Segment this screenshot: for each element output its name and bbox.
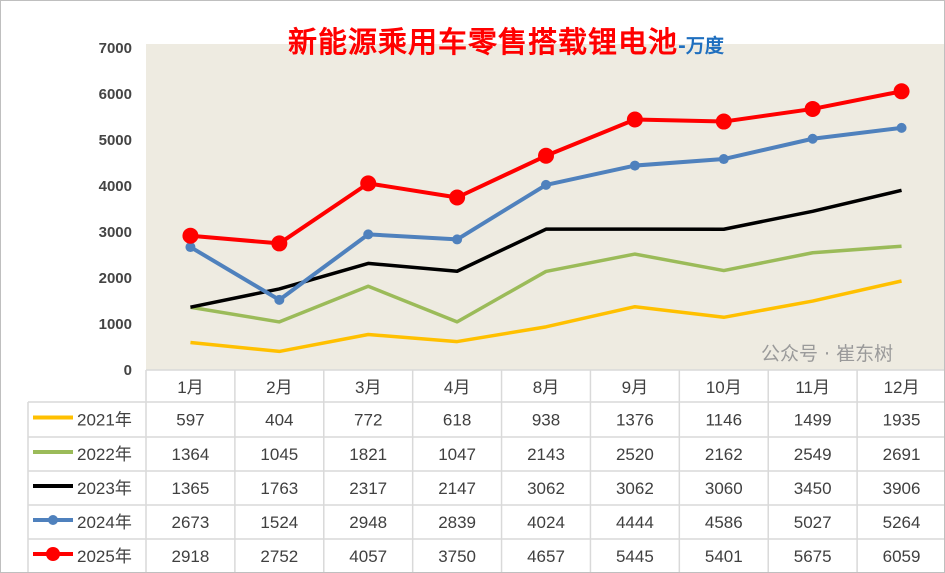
table-cell: 3750 xyxy=(438,547,476,566)
category-label: 10月 xyxy=(706,378,742,397)
data-point xyxy=(629,160,640,171)
unit-text: -万度 xyxy=(678,35,724,57)
data-point xyxy=(626,111,643,128)
data-point xyxy=(360,175,377,192)
table-cell: 2147 xyxy=(438,479,476,498)
table-cell: 2162 xyxy=(705,445,743,464)
plot-area xyxy=(146,44,944,370)
table-cell: 2673 xyxy=(172,513,210,532)
data-point xyxy=(715,113,732,130)
table-cell: 1935 xyxy=(883,411,921,430)
legend-key-marker xyxy=(48,515,58,525)
table-cell: 6059 xyxy=(883,547,921,566)
y-tick-label: 4000 xyxy=(99,178,132,195)
table-cell: 1499 xyxy=(794,411,832,430)
data-point xyxy=(363,229,374,240)
table-cell: 2317 xyxy=(349,479,387,498)
category-label: 2月 xyxy=(266,378,292,397)
legend-key-marker xyxy=(46,547,60,561)
data-point xyxy=(807,133,818,144)
legend-label: 2022年 xyxy=(77,445,132,464)
table-cell: 5675 xyxy=(794,547,832,566)
y-tick-label: 1000 xyxy=(99,316,132,333)
legend-label: 2021年 xyxy=(77,411,132,430)
data-point xyxy=(718,154,729,165)
y-tick-label: 0 xyxy=(124,362,132,379)
data-point xyxy=(271,235,288,252)
table-cell: 4657 xyxy=(527,547,565,566)
category-label: 3月 xyxy=(355,378,381,397)
table-cell: 597 xyxy=(176,411,204,430)
table-cell: 2549 xyxy=(794,445,832,464)
series-line-2021年 xyxy=(190,279,902,354)
table-cell: 5027 xyxy=(794,513,832,532)
table-cell: 2839 xyxy=(438,513,476,532)
y-tick-label: 2000 xyxy=(99,270,132,287)
legend-label: 2023年 xyxy=(77,479,132,498)
table-cell: 2918 xyxy=(172,547,210,566)
table-cell: 5445 xyxy=(616,547,654,566)
chart-title: 新能源乘用车零售搭载锂电池-万度 xyxy=(288,19,724,61)
table-cell: 4586 xyxy=(705,513,743,532)
table-cell: 1365 xyxy=(172,479,210,498)
table-cell: 1376 xyxy=(616,411,654,430)
table-cell: 3062 xyxy=(616,479,654,498)
table-cell: 4024 xyxy=(527,513,565,532)
table-cell: 2691 xyxy=(883,445,921,464)
table-cell: 2948 xyxy=(349,513,387,532)
table-cell: 1524 xyxy=(260,513,298,532)
table-cell: 1763 xyxy=(260,479,298,498)
table-cell: 3906 xyxy=(883,479,921,498)
category-label: 9月 xyxy=(622,378,648,397)
category-label: 8月 xyxy=(533,378,559,397)
table-cell: 1045 xyxy=(260,445,298,464)
table-cell: 3450 xyxy=(794,479,832,498)
category-label: 11月 xyxy=(795,378,830,397)
table-cell: 404 xyxy=(265,411,293,430)
category-label: 12月 xyxy=(884,378,920,397)
table-cell: 2752 xyxy=(260,547,298,566)
series-line-2022年 xyxy=(190,244,902,324)
legend-label: 2025年 xyxy=(77,547,132,566)
table-cell: 1047 xyxy=(438,445,476,464)
table-cell: 5264 xyxy=(883,513,921,532)
data-point xyxy=(185,242,196,253)
table-cell: 5401 xyxy=(705,547,743,566)
table-cell: 1146 xyxy=(705,411,742,430)
y-tick-label: 3000 xyxy=(99,224,132,241)
table-cell: 2143 xyxy=(527,445,565,464)
y-tick-label: 5000 xyxy=(99,132,132,149)
data-point xyxy=(452,234,463,245)
category-label: 4月 xyxy=(444,378,470,397)
table-cell: 3062 xyxy=(527,479,565,498)
data-point xyxy=(893,83,910,100)
table-cell: 3060 xyxy=(705,479,743,498)
table-cell: 772 xyxy=(354,411,382,430)
data-point xyxy=(449,189,466,206)
data-point xyxy=(541,179,551,190)
y-tick-label: 6000 xyxy=(99,86,132,103)
table-cell: 1364 xyxy=(172,445,210,464)
table-cell: 1821 xyxy=(349,445,387,464)
table-cell: 618 xyxy=(443,411,471,430)
table-cell: 2520 xyxy=(616,445,654,464)
data-point xyxy=(182,227,199,244)
title-text: 新能源乘用车零售搭载锂电池 xyxy=(288,25,679,59)
data-point xyxy=(274,294,285,305)
data-point xyxy=(896,122,907,133)
table-cell: 938 xyxy=(532,411,560,430)
data-point xyxy=(804,100,821,117)
watermark: 公众号 · 崔东树 xyxy=(761,343,894,365)
data-point xyxy=(538,147,554,164)
category-label: 1月 xyxy=(177,378,203,397)
y-tick-label: 7000 xyxy=(99,40,132,57)
table-cell: 4057 xyxy=(349,547,387,566)
legend-label: 2024年 xyxy=(77,513,132,532)
table-cell: 4444 xyxy=(616,513,654,532)
